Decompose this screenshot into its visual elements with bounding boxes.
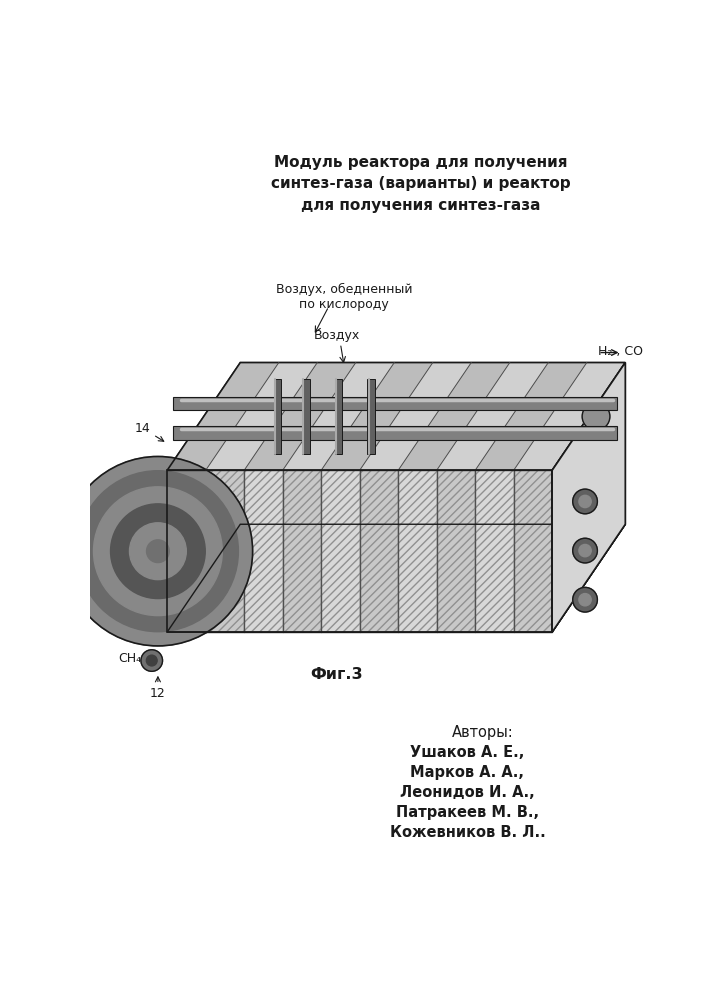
Polygon shape bbox=[206, 363, 317, 470]
Text: H₂ , CO: H₂ , CO bbox=[598, 344, 643, 358]
Text: Воздух, обедненный: Воздух, обедненный bbox=[276, 283, 412, 296]
Bar bbox=[321, 470, 360, 632]
Polygon shape bbox=[167, 470, 206, 632]
Text: 17: 17 bbox=[363, 386, 379, 410]
Text: CH₄: CH₄ bbox=[119, 652, 141, 666]
Polygon shape bbox=[475, 470, 514, 632]
Bar bbox=[274, 379, 281, 454]
Text: Патракеев М. В.,: Патракеев М. В., bbox=[396, 805, 539, 820]
Polygon shape bbox=[167, 363, 279, 470]
Polygon shape bbox=[167, 470, 552, 632]
Polygon shape bbox=[173, 397, 617, 410]
Text: Кожевников В. Л..: Кожевников В. Л.. bbox=[390, 825, 545, 840]
Bar bbox=[475, 470, 514, 632]
Polygon shape bbox=[321, 470, 360, 632]
Polygon shape bbox=[437, 470, 475, 632]
Circle shape bbox=[579, 594, 591, 606]
Circle shape bbox=[579, 495, 591, 508]
Bar bbox=[398, 470, 437, 632]
Polygon shape bbox=[283, 363, 395, 470]
Circle shape bbox=[63, 456, 252, 646]
Circle shape bbox=[93, 487, 222, 616]
Circle shape bbox=[77, 471, 238, 632]
Polygon shape bbox=[475, 363, 587, 470]
Text: 20: 20 bbox=[222, 601, 238, 623]
Text: 19: 19 bbox=[273, 385, 292, 408]
Bar bbox=[283, 470, 321, 632]
Text: синтез-газа (варианты) и реактор: синтез-газа (варианты) и реактор bbox=[271, 176, 571, 191]
Text: 10: 10 bbox=[528, 500, 549, 522]
Polygon shape bbox=[167, 524, 625, 632]
Text: 12: 12 bbox=[150, 677, 165, 700]
Circle shape bbox=[573, 538, 597, 563]
Polygon shape bbox=[552, 363, 625, 632]
Polygon shape bbox=[514, 363, 625, 470]
Bar bbox=[360, 470, 398, 632]
Text: 18: 18 bbox=[219, 389, 238, 408]
Circle shape bbox=[573, 587, 597, 612]
Text: Модуль реактора для получения: Модуль реактора для получения bbox=[274, 155, 568, 170]
Bar bbox=[514, 470, 552, 632]
Polygon shape bbox=[206, 470, 244, 632]
Polygon shape bbox=[552, 363, 625, 632]
Text: 14: 14 bbox=[134, 422, 164, 441]
Circle shape bbox=[573, 489, 597, 514]
Polygon shape bbox=[244, 363, 356, 470]
Text: Фиг.3: Фиг.3 bbox=[310, 667, 363, 682]
Circle shape bbox=[146, 655, 157, 666]
Text: 16: 16 bbox=[286, 381, 304, 404]
Text: Ушаков А. Е.,: Ушаков А. Е., bbox=[410, 745, 525, 760]
Polygon shape bbox=[283, 470, 321, 632]
Text: для получения синтез-газа: для получения синтез-газа bbox=[301, 198, 541, 213]
Circle shape bbox=[141, 650, 163, 671]
Polygon shape bbox=[398, 363, 510, 470]
Bar bbox=[167, 470, 206, 632]
Polygon shape bbox=[437, 363, 549, 470]
Bar bbox=[368, 379, 375, 454]
Polygon shape bbox=[167, 363, 625, 470]
Circle shape bbox=[110, 504, 205, 599]
Bar bbox=[244, 470, 283, 632]
Polygon shape bbox=[398, 470, 437, 632]
Polygon shape bbox=[173, 426, 617, 440]
Polygon shape bbox=[321, 363, 433, 470]
Polygon shape bbox=[244, 470, 283, 632]
Text: Марков А. А.,: Марков А. А., bbox=[411, 765, 525, 780]
Polygon shape bbox=[514, 470, 552, 632]
Text: Авторы:: Авторы: bbox=[452, 725, 514, 740]
Circle shape bbox=[129, 523, 187, 580]
Text: Воздух: Воздух bbox=[313, 329, 360, 342]
Polygon shape bbox=[552, 363, 625, 632]
Bar bbox=[334, 379, 342, 454]
Polygon shape bbox=[360, 470, 398, 632]
Text: Леонидов И. А.,: Леонидов И. А., bbox=[400, 785, 534, 800]
Bar bbox=[437, 470, 475, 632]
Bar bbox=[206, 470, 244, 632]
Polygon shape bbox=[360, 363, 472, 470]
Circle shape bbox=[146, 540, 169, 563]
Text: 15: 15 bbox=[359, 594, 375, 615]
Text: 14: 14 bbox=[555, 515, 582, 538]
Circle shape bbox=[582, 403, 610, 430]
Bar bbox=[302, 379, 310, 454]
Circle shape bbox=[579, 544, 591, 557]
Text: по кислороду: по кислороду bbox=[299, 298, 389, 311]
